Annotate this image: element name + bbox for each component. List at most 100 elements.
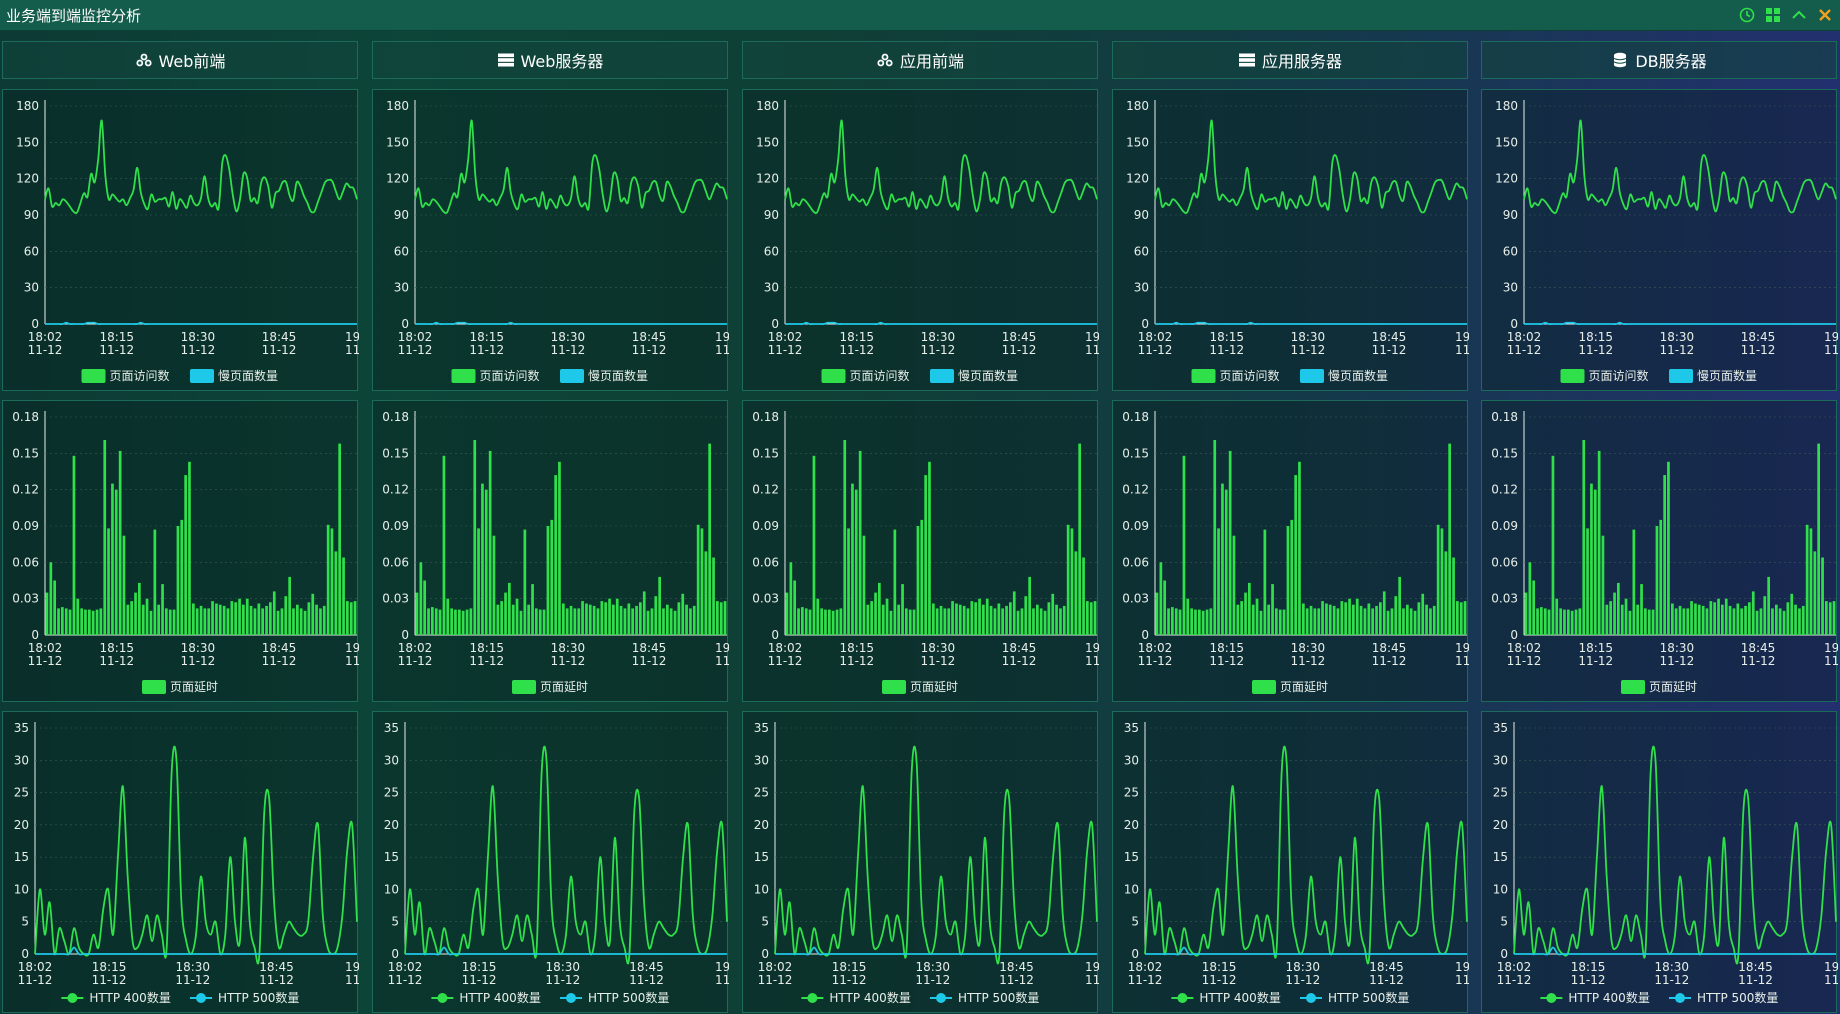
bar[interactable] xyxy=(431,607,434,635)
bar[interactable] xyxy=(1167,608,1170,635)
bar[interactable] xyxy=(1582,440,1586,635)
bar[interactable] xyxy=(1020,608,1024,635)
bar[interactable] xyxy=(180,519,184,635)
bar[interactable] xyxy=(415,592,419,635)
bar[interactable] xyxy=(1009,602,1012,635)
series-line-0[interactable] xyxy=(34,745,358,965)
bar[interactable] xyxy=(1778,608,1782,635)
bar[interactable] xyxy=(1432,605,1436,635)
bar[interactable] xyxy=(126,604,130,635)
bar[interactable] xyxy=(565,608,569,635)
bar[interactable] xyxy=(349,602,353,635)
bar[interactable] xyxy=(68,609,72,635)
bar[interactable] xyxy=(1540,607,1543,635)
bar[interactable] xyxy=(993,608,997,635)
bar[interactable] xyxy=(1440,528,1444,635)
bar[interactable] xyxy=(1790,593,1794,635)
bar[interactable] xyxy=(1328,604,1332,635)
bar[interactable] xyxy=(95,609,99,635)
legend-item-0[interactable]: 页面访问数 xyxy=(451,368,540,383)
bar[interactable] xyxy=(1655,526,1659,635)
bar[interactable] xyxy=(1682,608,1686,635)
bar[interactable] xyxy=(835,609,839,635)
bar[interactable] xyxy=(1016,610,1020,635)
legend-item-1[interactable]: 慢页面数量 xyxy=(1300,368,1388,383)
bar[interactable] xyxy=(1251,604,1255,635)
bar[interactable] xyxy=(1398,576,1401,635)
bar[interactable] xyxy=(1663,475,1666,635)
bar[interactable] xyxy=(211,601,214,635)
legend-item-0[interactable]: 页面延时 xyxy=(882,680,958,694)
legend-item-1[interactable]: HTTP 500数量 xyxy=(1669,990,1778,1005)
bar[interactable] xyxy=(897,604,900,635)
bar[interactable] xyxy=(458,609,461,635)
legend-item-0[interactable]: 页面延时 xyxy=(142,680,218,694)
bar[interactable] xyxy=(905,608,908,635)
bar[interactable] xyxy=(1436,524,1440,635)
bar[interactable] xyxy=(1275,608,1278,635)
bar[interactable] xyxy=(1721,604,1724,635)
bar[interactable] xyxy=(1597,450,1601,635)
bar[interactable] xyxy=(257,603,261,636)
bar[interactable] xyxy=(1286,526,1290,635)
bar[interactable] xyxy=(1709,601,1713,635)
bar[interactable] xyxy=(1686,608,1690,635)
series-line-0[interactable] xyxy=(1523,119,1837,215)
bar[interactable] xyxy=(1386,610,1390,635)
bar[interactable] xyxy=(531,584,534,635)
bar[interactable] xyxy=(1012,591,1016,635)
bar[interactable] xyxy=(1755,610,1759,635)
bar[interactable] xyxy=(107,528,110,635)
bar[interactable] xyxy=(1039,608,1043,635)
bar[interactable] xyxy=(1263,529,1267,635)
bar[interactable] xyxy=(935,608,939,635)
bar[interactable] xyxy=(1043,610,1047,635)
bar[interactable] xyxy=(947,608,951,635)
bar[interactable] xyxy=(346,601,349,635)
bar[interactable] xyxy=(592,605,596,635)
bar[interactable] xyxy=(88,609,91,635)
bar[interactable] xyxy=(1051,593,1055,635)
bar[interactable] xyxy=(481,483,484,635)
legend-item-0[interactable]: 页面访问数 xyxy=(81,368,170,383)
legend-item-0[interactable]: HTTP 400数量 xyxy=(61,990,171,1005)
bar[interactable] xyxy=(535,608,538,635)
bar[interactable] xyxy=(138,582,141,635)
bar[interactable] xyxy=(719,602,723,635)
bar[interactable] xyxy=(542,609,546,635)
bar[interactable] xyxy=(1340,601,1344,635)
bar[interactable] xyxy=(272,591,276,635)
bar[interactable] xyxy=(1805,524,1809,635)
bar[interactable] xyxy=(134,592,137,635)
bar[interactable] xyxy=(72,455,76,635)
bar[interactable] xyxy=(573,608,577,635)
bar[interactable] xyxy=(1613,592,1616,635)
bar[interactable] xyxy=(118,450,122,635)
bar[interactable] xyxy=(658,576,661,635)
legend-item-0[interactable]: 页面访问数 xyxy=(1560,368,1649,383)
bar[interactable] xyxy=(793,580,796,636)
bar[interactable] xyxy=(1217,528,1220,635)
bar[interactable] xyxy=(1255,598,1259,635)
bar[interactable] xyxy=(253,608,257,635)
bar[interactable] xyxy=(338,443,341,635)
legend-item-1[interactable]: HTTP 500数量 xyxy=(930,990,1039,1005)
bar[interactable] xyxy=(1593,489,1597,635)
bar[interactable] xyxy=(184,475,187,635)
bar[interactable] xyxy=(1089,602,1093,635)
bar[interactable] xyxy=(1551,455,1555,635)
bar[interactable] xyxy=(1336,608,1340,635)
bar[interactable] xyxy=(1452,557,1455,636)
bar[interactable] xyxy=(1313,608,1317,635)
bar[interactable] xyxy=(465,609,469,635)
bar[interactable] xyxy=(1717,598,1720,635)
bar[interactable] xyxy=(939,605,943,635)
bar[interactable] xyxy=(1248,582,1251,635)
legend-item-0[interactable]: 页面访问数 xyxy=(1191,368,1280,383)
bar[interactable] xyxy=(1640,584,1643,635)
bar[interactable] xyxy=(642,591,646,635)
bar[interactable] xyxy=(353,601,357,635)
bar[interactable] xyxy=(1647,609,1651,635)
bar[interactable] xyxy=(673,610,677,635)
bar[interactable] xyxy=(1321,601,1324,635)
